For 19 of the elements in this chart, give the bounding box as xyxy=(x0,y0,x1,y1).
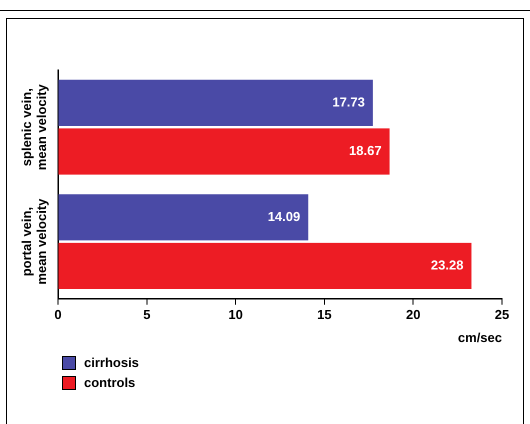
legend-label: controls xyxy=(84,375,136,390)
bar xyxy=(58,194,308,240)
x-tick-label: 15 xyxy=(317,307,332,322)
bar xyxy=(58,128,390,175)
x-tick-label: 10 xyxy=(228,307,243,322)
y-tick-label: portal vein, mean velocity xyxy=(19,198,50,285)
x-axis-title: cm/sec xyxy=(458,330,502,345)
x-tick-label: 20 xyxy=(406,307,420,322)
bar xyxy=(58,242,472,290)
data-label: 18.67 xyxy=(349,143,382,158)
x-tick-label: 25 xyxy=(494,307,510,322)
x-tick-label: 0 xyxy=(54,307,62,322)
y-tick-label: splenic vein, mean velocity xyxy=(19,83,50,170)
data-label: 17.73 xyxy=(332,94,365,110)
bar xyxy=(58,80,373,126)
x-tick-label: 5 xyxy=(143,307,150,322)
data-label: 23.28 xyxy=(430,257,464,272)
legend-label: cirrhosis xyxy=(84,355,139,370)
data-label: 14.09 xyxy=(268,208,300,224)
